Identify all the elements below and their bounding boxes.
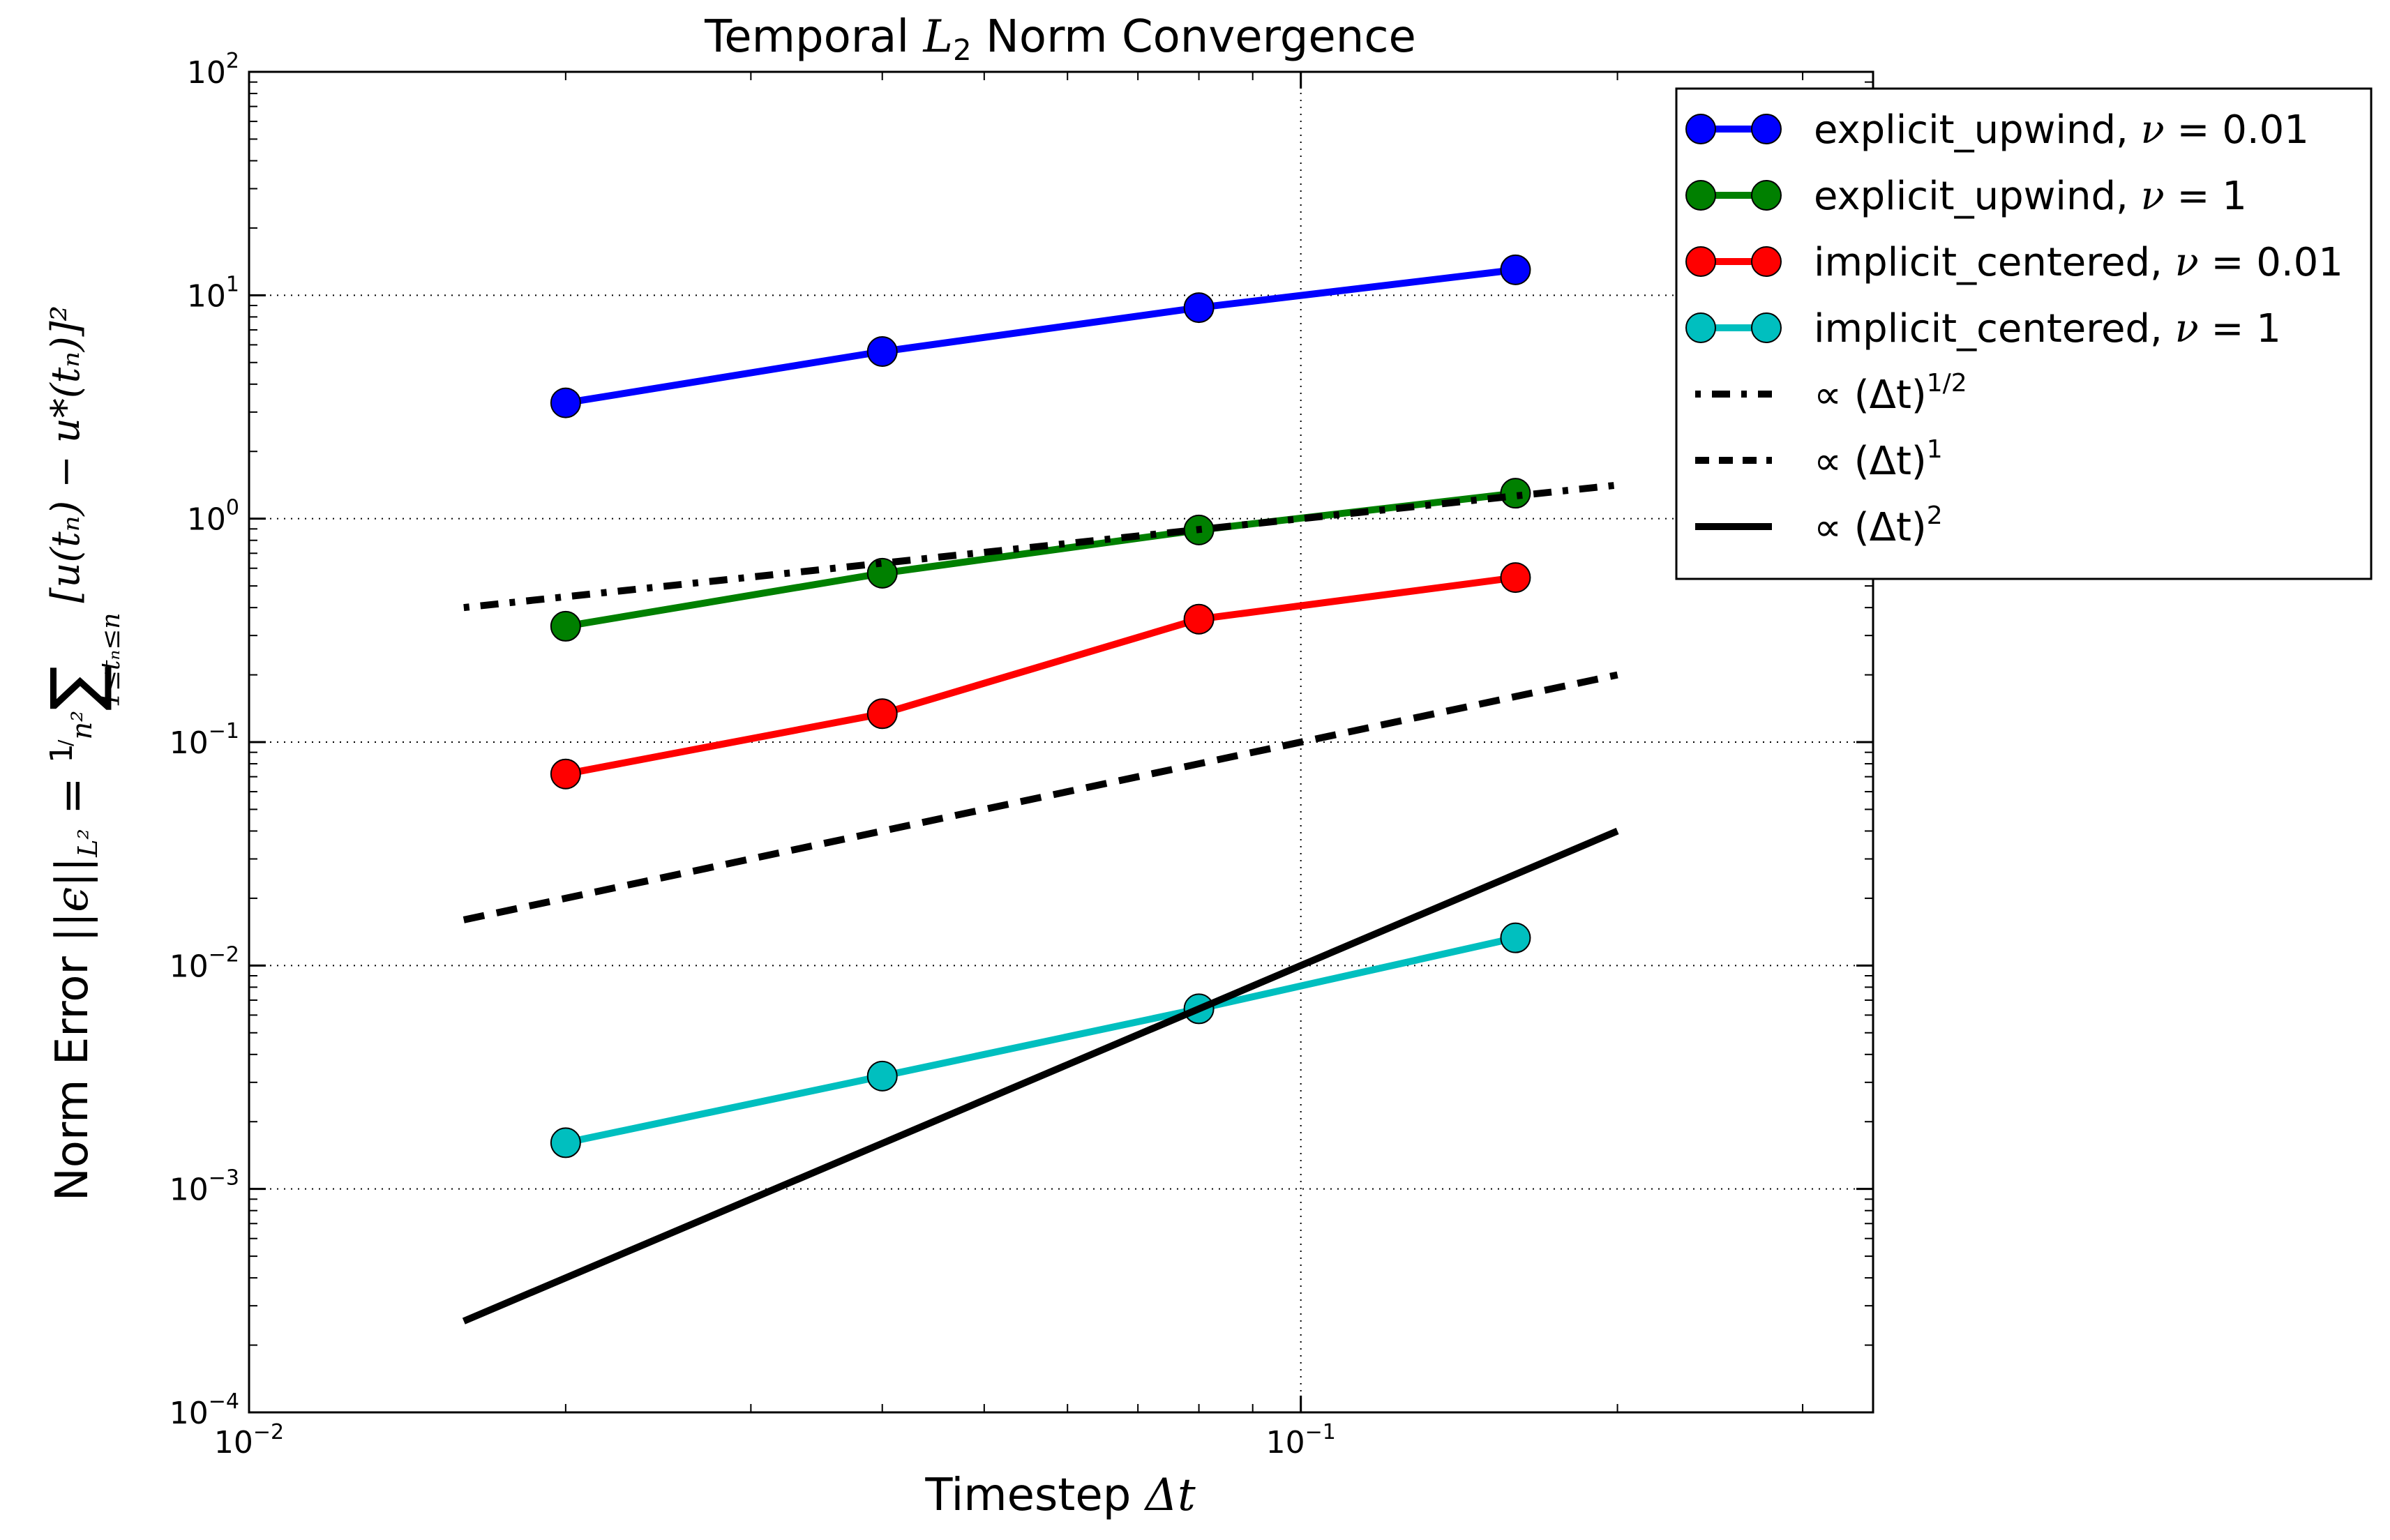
series-line-6 [462, 827, 1619, 1324]
legend-marker [1685, 180, 1716, 211]
data-point-1-1 [866, 557, 898, 589]
legend-label-6: ∝ (Δt)2 [1814, 501, 1943, 550]
y-axis-label: Norm Error ||ϵ||L² = 1/n²∑1≤tₙ≤n[u(tₙ) −… [36, 305, 126, 1201]
legend-label-1: explicit_upwind, ν = 1 [1814, 174, 2247, 219]
legend-label-0: explicit_upwind, ν = 0.01 [1814, 107, 2309, 153]
legend-frame [1675, 87, 2373, 580]
legend-marker [1751, 246, 1782, 277]
data-point-2-0 [550, 758, 581, 790]
y-tick-label: 10−1 [170, 719, 239, 761]
data-point-2-1 [866, 698, 898, 730]
axes: 10−2 10−1 10−4 10−3 10−2 10−1 100 101 102 [170, 49, 1874, 1460]
x-axis-label: Timestep Δt [924, 1470, 1196, 1521]
series-line-4 [463, 481, 1618, 612]
series-line-3 [564, 934, 1517, 1147]
x-tick-label: 10−1 [1266, 1420, 1336, 1460]
legend-label-3: implicit_centered, ν = 1 [1814, 306, 2281, 352]
y-tick-label: 102 [187, 49, 239, 91]
data-point-2-3 [1500, 562, 1531, 594]
legend-label-4: ∝ (Δt)1/2 [1814, 369, 1967, 418]
legend-marker [1751, 114, 1782, 144]
svg-text:Norm Error ||ϵ||L² = 1/n²∑1≤tₙ: Norm Error ||ϵ||L² = 1/n²∑1≤tₙ≤n[u(tₙ) −… [36, 305, 126, 1201]
y-tick-label: 10−4 [170, 1389, 239, 1431]
data-point-0-2 [1183, 292, 1215, 324]
legend-label-5: ∝ (Δt)1 [1814, 435, 1943, 484]
data-point-3-1 [866, 1060, 898, 1092]
legend-marker [1685, 246, 1716, 277]
data-point-3-3 [1500, 922, 1531, 953]
data-point-3-0 [550, 1127, 581, 1158]
data-point-2-2 [1183, 603, 1215, 635]
data-point-1-0 [550, 610, 581, 642]
y-tick-label: 100 [187, 496, 239, 538]
y-tick-label: 101 [187, 272, 239, 314]
legend-marker [1751, 180, 1782, 211]
y-tick-label: 10−3 [170, 1166, 239, 1208]
chart-title: Temporal L2 Norm Convergence [704, 11, 1416, 67]
data-point-0-1 [866, 335, 898, 367]
data-point-1-3 [1500, 478, 1531, 509]
data-point-0-0 [550, 387, 581, 418]
x-tick-label: 10−2 [214, 1420, 284, 1460]
legend: explicit_upwind, ν = 0.01 explicit_upwind… [1675, 87, 2373, 580]
series-line-2 [564, 574, 1517, 778]
data-point-0-3 [1500, 254, 1531, 285]
legend-label-2: implicit_centered, ν = 0.01 [1814, 240, 2343, 285]
series-lines [462, 254, 1619, 1324]
legend-marker [1685, 114, 1716, 144]
legend-marker [1685, 312, 1716, 343]
y-tick-label: 10−2 [170, 942, 239, 984]
legend-marker [1751, 312, 1782, 343]
series-line-5 [463, 671, 1618, 923]
series-line-0 [565, 266, 1517, 407]
